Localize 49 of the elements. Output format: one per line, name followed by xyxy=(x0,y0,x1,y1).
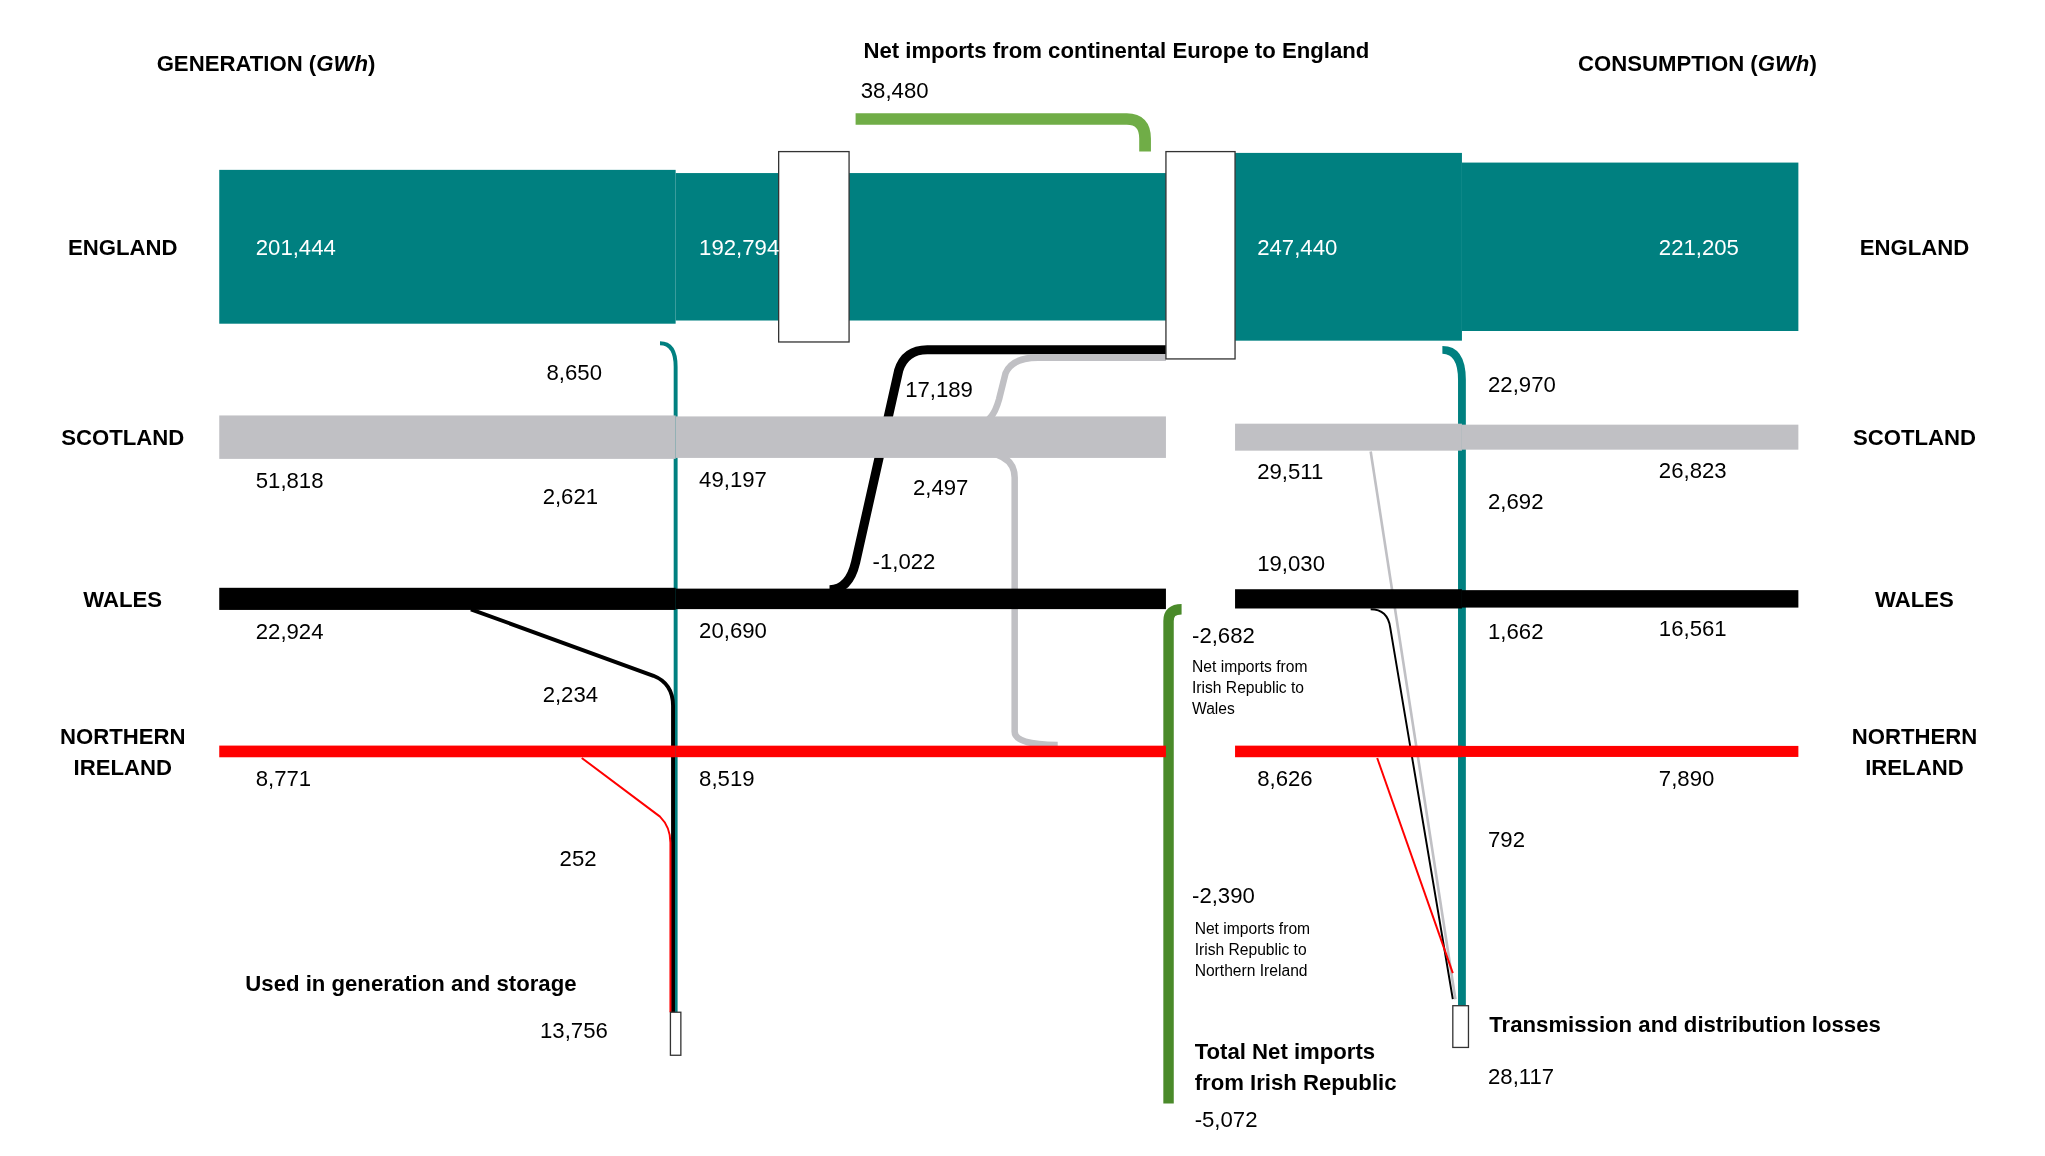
category-label: SCOTLAND xyxy=(1852,424,1976,450)
data-label: 29,511 xyxy=(1257,459,1324,485)
text: 8,650 xyxy=(546,359,602,385)
text: 2,621 xyxy=(542,483,599,509)
data-label: 49,197 xyxy=(699,466,767,492)
data-label: 22,924 xyxy=(255,618,324,644)
text: 28,117 xyxy=(1488,1063,1555,1089)
text: Used in generation and storage xyxy=(245,971,577,997)
category-label: ENGLAND xyxy=(67,234,178,260)
category-label: SCOTLAND xyxy=(61,424,185,450)
text: 22,970 xyxy=(1488,371,1556,397)
text: Net imports from continental Europe to England xyxy=(863,37,1370,63)
text: Net imports from Irish Republic to Wales xyxy=(1192,657,1308,717)
text: Net imports from Irish Republic to Northern Ireland xyxy=(1194,919,1311,979)
data-label: 221,205 xyxy=(1658,234,1739,260)
category-label: NORTHERN IRELAND xyxy=(1851,723,1978,780)
text: 17,189 xyxy=(905,376,973,402)
text: 2,497 xyxy=(912,474,969,500)
text: 2,692 xyxy=(1488,488,1544,514)
text: 38,480 xyxy=(860,78,929,104)
data-label: 247,440 xyxy=(1257,234,1338,260)
data-label: 16,561 xyxy=(1658,616,1727,642)
data-label: 8,626 xyxy=(1257,765,1313,791)
category-label: ENGLAND xyxy=(1859,234,1970,260)
text: GENERATION (GWh) xyxy=(156,50,376,76)
text: CONSUMPTION (GWh) xyxy=(1578,50,1817,76)
category-label: WALES xyxy=(1875,586,1954,612)
data-label: 8,771 xyxy=(255,765,312,791)
text: -1,022 xyxy=(872,548,936,574)
text: -2,390 xyxy=(1192,882,1255,908)
data-label: 7,890 xyxy=(1658,765,1715,791)
text: Transmission and distribution losses xyxy=(1489,1011,1881,1037)
data-label: 51,818 xyxy=(255,467,324,493)
text: 13,756 xyxy=(540,1018,608,1044)
category-label: WALES xyxy=(83,586,163,612)
text: 792 xyxy=(1488,826,1525,852)
text: 1,662 xyxy=(1488,619,1544,645)
text: Total Net imports from Irish Republic xyxy=(1194,1039,1397,1096)
text: 252 xyxy=(559,846,597,872)
data-label: 192,794 xyxy=(699,234,780,260)
data-label: 20,690 xyxy=(699,617,767,643)
text: -5,072 xyxy=(1194,1106,1258,1132)
category-label: NORTHERN IRELAND xyxy=(59,723,186,780)
text: 2,234 xyxy=(542,681,599,707)
data-label: 8,519 xyxy=(699,765,755,791)
data-label: 26,823 xyxy=(1658,458,1727,484)
data-label: 19,030 xyxy=(1257,550,1325,576)
data-label: 201,444 xyxy=(255,234,336,260)
text: -2,682 xyxy=(1192,623,1255,649)
